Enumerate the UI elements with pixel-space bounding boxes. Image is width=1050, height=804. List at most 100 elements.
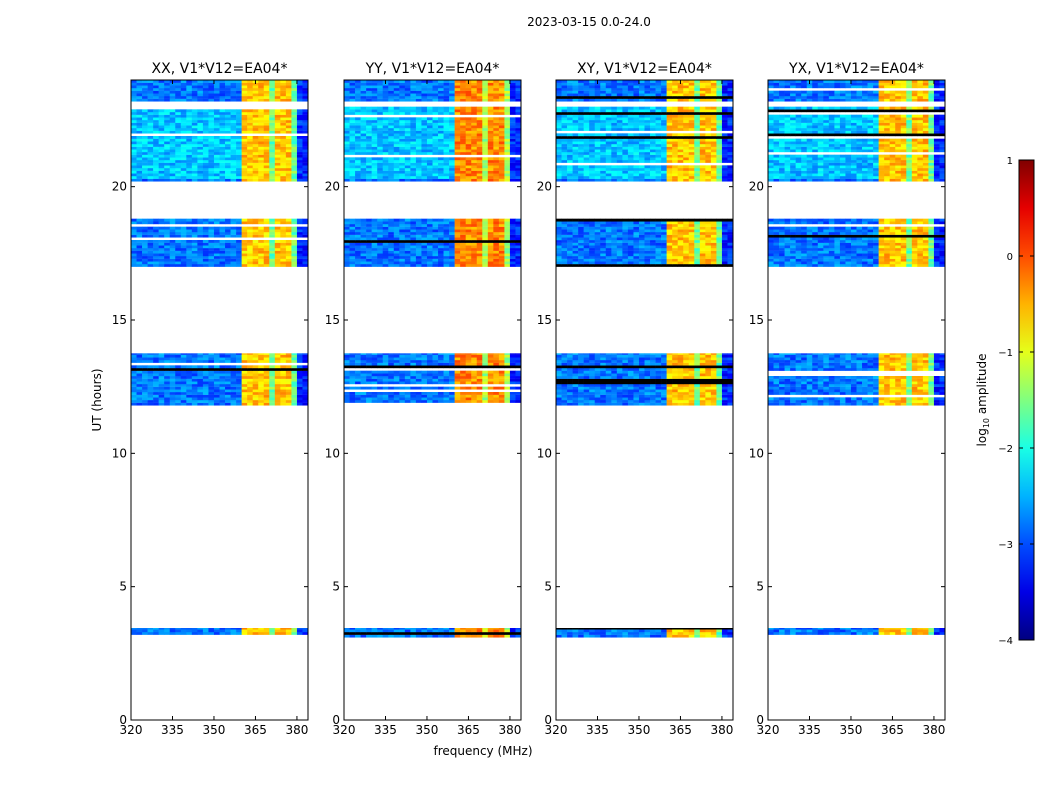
heatmap-cell: [405, 128, 411, 131]
heatmap-cell: [159, 149, 165, 152]
heatmap-cell: [444, 360, 450, 363]
heatmap-cell: [477, 152, 483, 155]
heatmap-cell: [372, 632, 378, 635]
heatmap-cell: [142, 373, 148, 376]
heatmap-cell: [416, 245, 422, 248]
heatmap-cell: [242, 160, 248, 163]
heatmap-cell: [438, 243, 444, 246]
heatmap-cell: [399, 160, 405, 163]
heatmap-cell: [377, 117, 383, 120]
heatmap-cell: [416, 179, 422, 182]
heatmap-cell: [488, 173, 494, 176]
heatmap-cell: [247, 229, 253, 232]
heatmap-cell: [131, 179, 137, 182]
heatmap-cell: [355, 131, 361, 134]
heatmap-cell: [302, 147, 308, 150]
heatmap-cell: [573, 392, 579, 395]
heatmap-cell: [142, 259, 148, 262]
heatmap-cell: [153, 85, 159, 88]
heatmap-cell: [405, 400, 411, 403]
heatmap-cell: [170, 85, 176, 88]
heatmap-cell: [377, 248, 383, 251]
heatmap-cell: [361, 237, 367, 240]
heatmap-cell: [477, 251, 483, 254]
heatmap-cell: [344, 360, 350, 363]
heatmap-cell: [131, 240, 137, 243]
heatmap-cell: [515, 259, 521, 262]
heatmap-cell: [361, 125, 367, 128]
heatmap-cell: [170, 160, 176, 163]
heatmap-cell: [131, 632, 137, 635]
heatmap-cell: [416, 85, 422, 88]
heatmap-cell: [175, 235, 181, 238]
heatmap-cell: [220, 120, 226, 123]
heatmap-cell: [449, 264, 455, 267]
heatmap-cell: [275, 240, 281, 243]
heatmap-cell: [242, 115, 248, 118]
heatmap-cell: [433, 397, 439, 400]
heatmap-cell: [142, 248, 148, 251]
heatmap-cell: [449, 160, 455, 163]
heatmap-cell: [208, 400, 214, 403]
heatmap-cell: [372, 240, 378, 243]
y-tick-label: 10: [325, 446, 340, 460]
heatmap-cell: [242, 88, 248, 91]
heatmap-cell: [148, 152, 154, 155]
heatmap-cell: [438, 141, 444, 144]
heatmap-cell: [394, 91, 400, 94]
heatmap-cell: [344, 149, 350, 152]
heatmap-cell: [394, 395, 400, 398]
heatmap-cell: [510, 133, 516, 136]
heatmap-cell: [444, 152, 450, 155]
heatmap-cell: [416, 629, 422, 632]
heatmap-cell: [350, 224, 356, 227]
heatmap-cell: [416, 160, 422, 163]
heatmap-cell: [253, 149, 259, 152]
heatmap-cell: [297, 112, 303, 115]
heatmap-cell: [142, 171, 148, 174]
heatmap-cell: [355, 229, 361, 232]
heatmap-cell: [186, 85, 192, 88]
heatmap-cell: [247, 152, 253, 155]
heatmap-cell: [466, 224, 472, 227]
heatmap-cell: [264, 392, 270, 395]
heatmap-cell: [482, 224, 488, 227]
heatmap-cell: [280, 109, 286, 112]
heatmap-cell: [170, 360, 176, 363]
heatmap-cell: [159, 264, 165, 267]
heatmap-cell: [286, 141, 292, 144]
heatmap-cell: [438, 373, 444, 376]
heatmap-cell: [482, 363, 488, 366]
heatmap-cell: [617, 400, 623, 403]
heatmap-cell: [493, 373, 499, 376]
heatmap-cell: [142, 96, 148, 99]
heatmap-cell: [148, 240, 154, 243]
heatmap-cell: [214, 232, 220, 235]
heatmap-cell: [242, 93, 248, 96]
heatmap-cell: [449, 379, 455, 382]
heatmap-cell: [488, 240, 494, 243]
heatmap-cell: [510, 112, 516, 115]
heatmap-cell: [253, 371, 259, 374]
heatmap-cell: [405, 628, 411, 630]
heatmap-cell: [181, 91, 187, 94]
heatmap-cell: [361, 139, 367, 142]
heatmap-cell: [515, 227, 521, 230]
heatmap-cell: [433, 237, 439, 240]
heatmap-cell: [372, 365, 378, 368]
heatmap-cell: [477, 99, 483, 102]
heatmap-cell: [421, 173, 427, 176]
heatmap-cell: [275, 147, 281, 150]
heatmap-cell: [449, 376, 455, 379]
heatmap-cell: [477, 109, 483, 112]
heatmap-cell: [444, 381, 450, 384]
heatmap-cell: [236, 387, 242, 390]
heatmap-cell: [175, 96, 181, 99]
heatmap-cell: [488, 256, 494, 259]
heatmap-cell: [377, 163, 383, 166]
heatmap-cell: [405, 120, 411, 123]
heatmap-cell: [137, 371, 143, 374]
heatmap-cell: [477, 219, 483, 222]
heatmap-cell: [711, 629, 717, 632]
heatmap-cell: [302, 171, 308, 174]
